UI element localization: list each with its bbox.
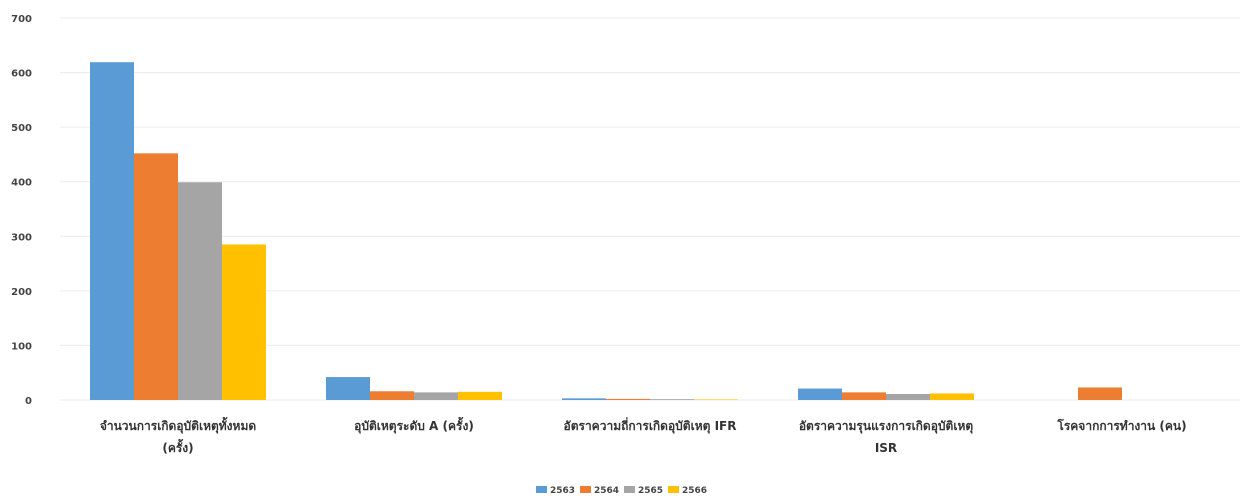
bar-2565-cat-3: [886, 393, 930, 400]
bar-2563-cat-0: [90, 62, 134, 401]
bar-2563-cat-2: [562, 398, 606, 400]
category-label: จำนวนการเกิดอุบัติเหตุทั้งหมด: [100, 416, 257, 434]
bar-2565-cat-2: [650, 399, 694, 400]
bars-layer: [90, 62, 1122, 401]
category-label: โรคจากการทำงาน (คน): [1056, 418, 1186, 433]
bar-2565-cat-0: [178, 182, 222, 400]
y-tick-label: 300: [11, 232, 32, 243]
legend-label-2564: 2564: [594, 486, 619, 496]
bar-2566-cat-1: [458, 391, 502, 400]
bar-2564-cat-1: [370, 391, 414, 400]
legend-swatch-2566: [668, 486, 679, 493]
category-label: อัตราความถี่การเกิดอุบัติเหตุ IFR: [564, 417, 737, 434]
category-label: อุบัติเหตุระดับ A (ครั้ง): [354, 416, 474, 434]
bar-2566-cat-2: [694, 399, 738, 400]
bar-2566-cat-3: [930, 393, 974, 400]
y-tick-label: 400: [11, 178, 32, 189]
bar-2563-cat-3: [798, 388, 842, 400]
y-tick-label: 0: [25, 396, 32, 407]
bar-2566-cat-0: [222, 244, 266, 400]
y-tick-label: 200: [11, 287, 32, 298]
legend-label-2565: 2565: [638, 486, 663, 496]
category-labels: จำนวนการเกิดอุบัติเหตุทั้งหมด (ครั้ง) อุบั…: [100, 416, 1187, 455]
legend-swatch-2563: [536, 486, 547, 493]
bar-2564-cat-2: [606, 398, 650, 400]
y-tick-label: 100: [11, 341, 32, 352]
bar-2564-cat-4: [1078, 387, 1122, 400]
bar-2565-cat-1: [414, 392, 458, 400]
bar-2564-cat-0: [134, 153, 178, 400]
category-label: (ครั้ง): [162, 438, 193, 455]
legend-label-2566: 2566: [682, 486, 707, 496]
legend-label-2563: 2563: [550, 486, 575, 496]
category-label: อัตราความรุนแรงการเกิดอุบัติเหตุ: [799, 419, 974, 434]
y-tick-label: 600: [11, 69, 32, 80]
category-label: ISR: [875, 441, 897, 455]
legend-swatch-2564: [580, 486, 591, 493]
legend: 2563 2564 2565 2566: [536, 486, 707, 496]
y-axis-ticks: 0 100 200 300 400 500 600 700: [11, 14, 32, 407]
y-tick-label: 500: [11, 123, 32, 134]
legend-swatch-2565: [624, 486, 635, 493]
bar-2563-cat-1: [326, 377, 370, 400]
y-tick-label: 700: [11, 14, 32, 25]
bar-2564-cat-3: [842, 392, 886, 400]
